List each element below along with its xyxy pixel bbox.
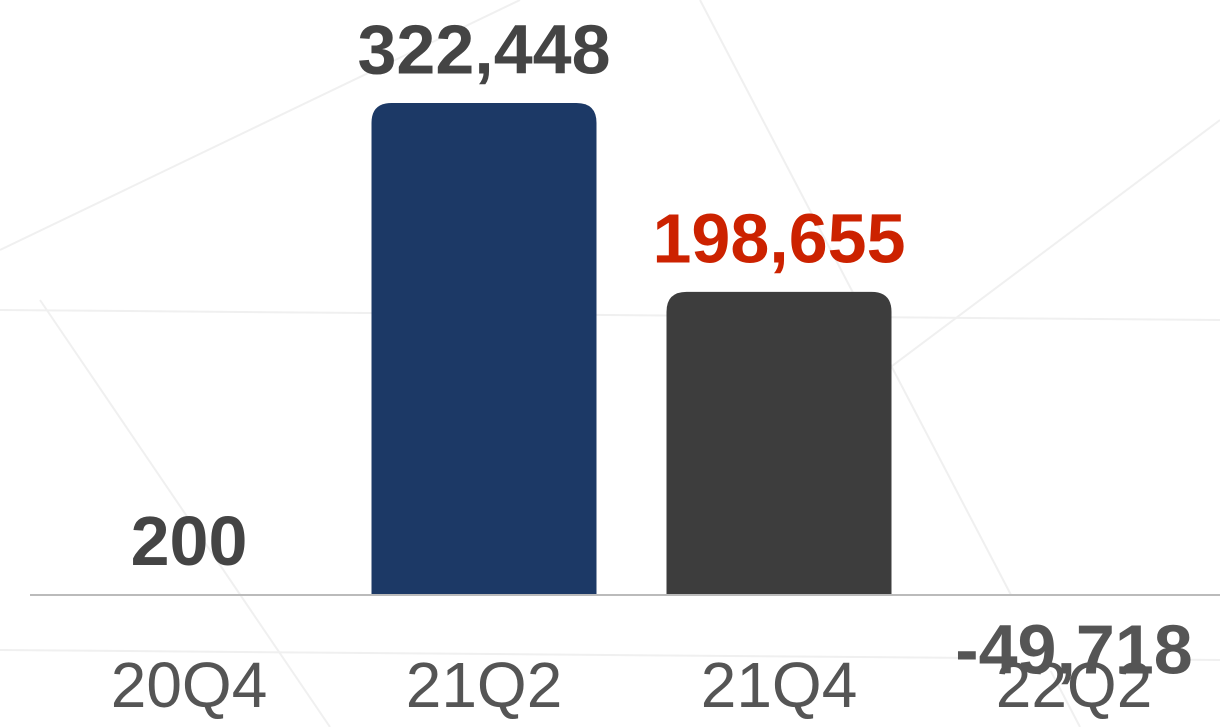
- bar: [371, 103, 597, 595]
- value-label: 198,655: [652, 199, 905, 277]
- x-tick-label: 21Q4: [701, 649, 858, 721]
- labels: 20Q4 21Q2 21Q4 22Q2 200 322,448 198,655 -49,718: [111, 11, 1193, 721]
- value-label: 322,448: [357, 11, 610, 89]
- bars: [76, 103, 1187, 671]
- x-tick-label: 20Q4: [111, 649, 268, 721]
- bar: [666, 291, 892, 595]
- x-tick-label: 22Q2: [996, 649, 1153, 721]
- value-label: 200: [131, 502, 248, 580]
- x-tick-label: 21Q2: [406, 649, 563, 721]
- bar: [961, 594, 1187, 671]
- value-label: -49,718: [955, 610, 1192, 688]
